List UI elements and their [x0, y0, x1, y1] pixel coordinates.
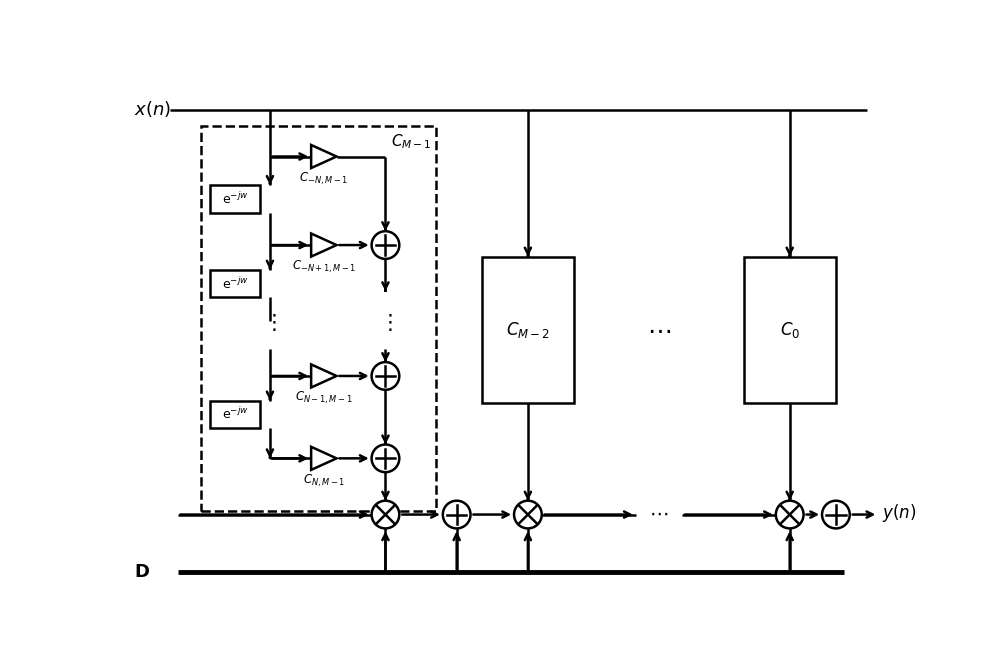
Text: $\mathrm{e}^{-jw}$: $\mathrm{e}^{-jw}$ [222, 407, 249, 422]
Circle shape [372, 444, 399, 472]
Text: $C_{-N,M-1}$: $C_{-N,M-1}$ [299, 171, 348, 187]
Circle shape [822, 500, 850, 529]
Text: $\mathrm{e}^{-jw}$: $\mathrm{e}^{-jw}$ [222, 276, 249, 292]
Text: $C_{-N+1,M-1}$: $C_{-N+1,M-1}$ [292, 259, 356, 276]
Text: $\mathbf{D}$: $\mathbf{D}$ [134, 563, 150, 581]
Circle shape [443, 500, 471, 529]
Bar [210, 401, 260, 428]
Bar [201, 126, 436, 510]
Text: $\mathrm{e}^{-jw}$: $\mathrm{e}^{-jw}$ [222, 191, 249, 207]
Circle shape [514, 500, 542, 529]
Bar [744, 257, 836, 403]
Polygon shape [311, 447, 337, 470]
Text: $\cdots$: $\cdots$ [647, 318, 671, 342]
Text: $C_{N-1,M-1}$: $C_{N-1,M-1}$ [295, 390, 353, 406]
Polygon shape [311, 145, 337, 168]
Bar [210, 185, 260, 213]
Text: $C_{N,M-1}$: $C_{N,M-1}$ [303, 472, 345, 488]
Bar [482, 257, 574, 403]
Polygon shape [311, 365, 337, 387]
Text: $\cdots$: $\cdots$ [649, 504, 668, 522]
Text: $x(n)$: $x(n)$ [134, 99, 171, 119]
Polygon shape [311, 233, 337, 257]
Circle shape [372, 231, 399, 259]
Text: $C_{M-2}$: $C_{M-2}$ [506, 320, 550, 340]
Text: $\vdots$: $\vdots$ [379, 312, 392, 332]
Bar [210, 270, 260, 298]
Circle shape [776, 500, 804, 529]
Circle shape [372, 362, 399, 390]
Circle shape [372, 500, 399, 529]
Text: $y(n)$: $y(n)$ [882, 502, 916, 524]
Text: $C_0$: $C_0$ [780, 320, 800, 340]
Text: $C_{M-1}$: $C_{M-1}$ [391, 132, 432, 151]
Text: $\vdots$: $\vdots$ [263, 312, 277, 332]
